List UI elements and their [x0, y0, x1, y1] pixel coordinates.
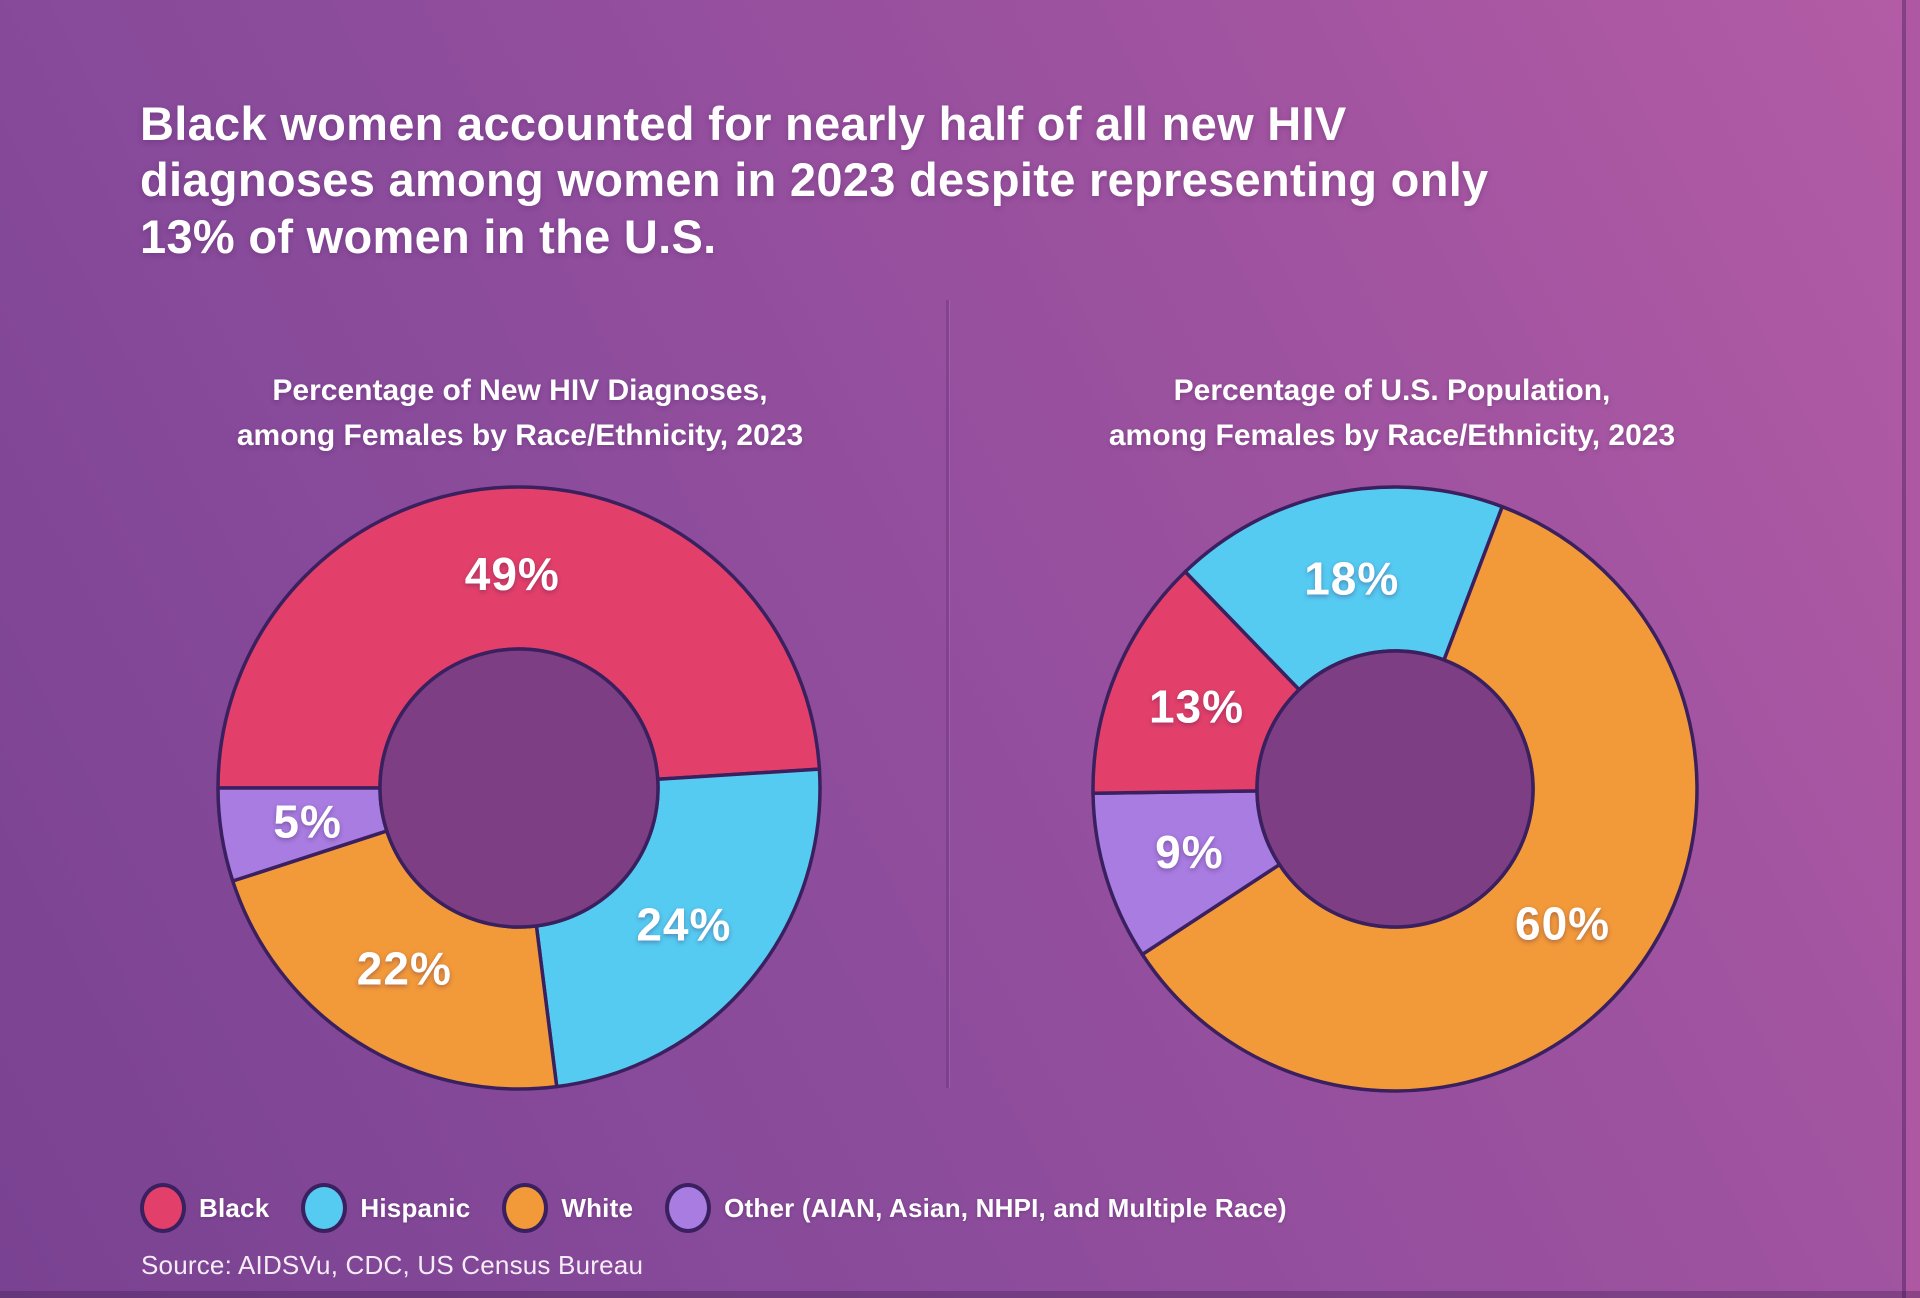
legend-swatch-other — [665, 1183, 712, 1233]
legend-swatch-hispanic — [301, 1183, 348, 1233]
legend-label-black: Black — [199, 1192, 270, 1223]
chart-panel-divider — [946, 300, 949, 1088]
donut-left-label-hispanic: 24% — [636, 898, 731, 950]
right-edge-seam — [1902, 0, 1906, 1298]
headline-line-3: 13% of women in the U.S. — [140, 209, 717, 263]
donut-right-label-black: 13% — [1149, 680, 1244, 732]
legend-label-other: Other (AIAN, Asian, NHPI, and Multiple R… — [724, 1192, 1287, 1223]
right-chart-title: Percentage of U.S. Population, among Fem… — [1012, 368, 1772, 458]
left-chart-title-line-2: among Females by Race/Ethnicity, 2023 — [236, 419, 804, 452]
legend-swatch-white — [502, 1183, 549, 1233]
donut-right-center — [1255, 649, 1535, 929]
donut-left-label-other: 5% — [273, 795, 341, 847]
left-chart-title-line-1: Percentage of New HIV Diagnoses, — [272, 374, 768, 407]
donut-left-center — [378, 647, 660, 929]
donut-right-label-white: 60% — [1515, 898, 1610, 950]
bottom-edge-strip — [0, 1291, 1920, 1298]
right-chart-title-line-2: among Females by Race/Ethnicity, 2023 — [1108, 419, 1676, 452]
legend-item-hispanic: Hispanic — [301, 1183, 470, 1233]
legend-item-white: White — [502, 1183, 633, 1233]
legend-item-black: Black — [140, 1183, 269, 1233]
right-edge-band — [1906, 0, 1920, 1298]
legend-label-hispanic: Hispanic — [360, 1192, 471, 1223]
source-note: Source: AIDSVu, CDC, US Census Bureau — [141, 1250, 644, 1280]
donut-right-label-hispanic: 18% — [1304, 552, 1399, 604]
legend-label-white: White — [561, 1192, 634, 1223]
right-chart-title-line-1: Percentage of U.S. Population, — [1173, 374, 1611, 407]
headline: Black women accounted for nearly half of… — [140, 96, 1820, 265]
donut-left-label-black: 49% — [465, 548, 560, 600]
left-chart-title: Percentage of New HIV Diagnoses, among F… — [140, 368, 900, 458]
headline-line-1: Black women accounted for nearly half of… — [140, 97, 1347, 150]
legend: Black Hispanic White Other (AIAN, Asian, NH… — [140, 1183, 1287, 1233]
headline-line-2: diagnoses among women in 2023 despite re… — [140, 153, 1489, 207]
donut-right-label-other: 9% — [1155, 826, 1223, 878]
legend-swatch-black — [140, 1183, 186, 1233]
donut-left-label-white: 22% — [357, 943, 452, 995]
legend-item-other: Other (AIAN, Asian, NHPI, and Multiple R… — [665, 1183, 1287, 1233]
